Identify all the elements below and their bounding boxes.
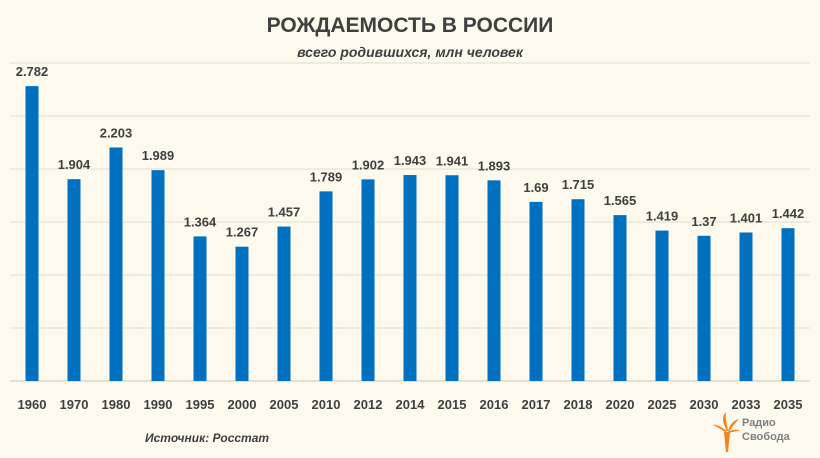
x-tick-label: 2035: [774, 397, 803, 412]
x-tick-label: 2016: [480, 397, 509, 412]
bar-1995: [193, 236, 207, 381]
x-tick-label: 2018: [564, 397, 593, 412]
x-tick-label: 2010: [312, 397, 341, 412]
bar-2020: [613, 215, 627, 381]
source-note: Источник: Росстат: [145, 431, 270, 445]
chart-subtitle: всего родившихся, млн человек: [297, 44, 523, 60]
data-label: 1.989: [142, 148, 175, 163]
bar-2012: [361, 179, 375, 381]
x-tick-label: 1970: [60, 397, 89, 412]
data-label: 1.267: [226, 225, 259, 240]
x-tick-label: 1980: [102, 397, 131, 412]
data-label: 1.457: [268, 205, 301, 220]
x-tick-label: 2012: [354, 397, 383, 412]
chart-title: РОЖДАЕМОСТЬ В РОССИИ: [266, 14, 554, 37]
data-label: 1.37: [691, 214, 716, 229]
data-label: 1.442: [772, 206, 805, 221]
logo-line2: Свобода: [742, 431, 790, 443]
data-label: 1.904: [58, 157, 91, 172]
x-tick-label: 2033: [732, 397, 761, 412]
data-label: 1.419: [646, 209, 679, 224]
data-label: 1.401: [730, 210, 763, 225]
torch-icon: [713, 412, 740, 452]
data-label: 1.715: [562, 177, 595, 192]
x-tick-label: 2014: [396, 397, 426, 412]
data-label: 1.941: [436, 153, 469, 168]
bar-2000: [235, 246, 249, 381]
bar-1960: [25, 86, 39, 381]
bar-2016: [487, 180, 501, 381]
bar-1990: [151, 170, 165, 381]
data-label: 1.893: [478, 158, 511, 173]
data-label: 1.943: [394, 153, 427, 168]
data-label: 1.69: [523, 180, 548, 195]
data-label: 2.782: [16, 64, 49, 79]
data-label: 1.902: [352, 157, 385, 172]
bar-2035: [781, 228, 795, 381]
bar-1980: [109, 147, 123, 381]
radio-svoboda-logo: Радио Свобода: [712, 410, 812, 455]
x-tick-label: 2030: [690, 397, 719, 412]
bar-2018: [571, 199, 585, 381]
x-tick-label: 2025: [648, 397, 677, 412]
bar-2033: [739, 232, 753, 381]
bar-2005: [277, 226, 291, 381]
bar-1970: [67, 179, 81, 381]
logo-line1: Радио: [742, 417, 776, 429]
x-tick-label: 2015: [438, 397, 467, 412]
x-tick-label: 2005: [270, 397, 299, 412]
data-label: 1.364: [184, 214, 217, 229]
bar-2017: [529, 201, 543, 381]
x-tick-label: 2017: [522, 397, 551, 412]
x-tick-label: 1995: [186, 397, 215, 412]
x-tick-label: 2000: [228, 397, 257, 412]
data-label: 2.203: [100, 125, 133, 140]
x-tick-label: 1990: [144, 397, 173, 412]
data-label: 1.789: [310, 169, 343, 184]
bar-2010: [319, 191, 333, 381]
data-label: 1.565: [604, 193, 637, 208]
x-tick-label: 1960: [18, 397, 47, 412]
x-tick-label: 2020: [606, 397, 635, 412]
bar-2015: [445, 175, 459, 381]
bar-2025: [655, 230, 669, 381]
bar-2014: [403, 175, 417, 381]
bar-2030: [697, 235, 711, 381]
